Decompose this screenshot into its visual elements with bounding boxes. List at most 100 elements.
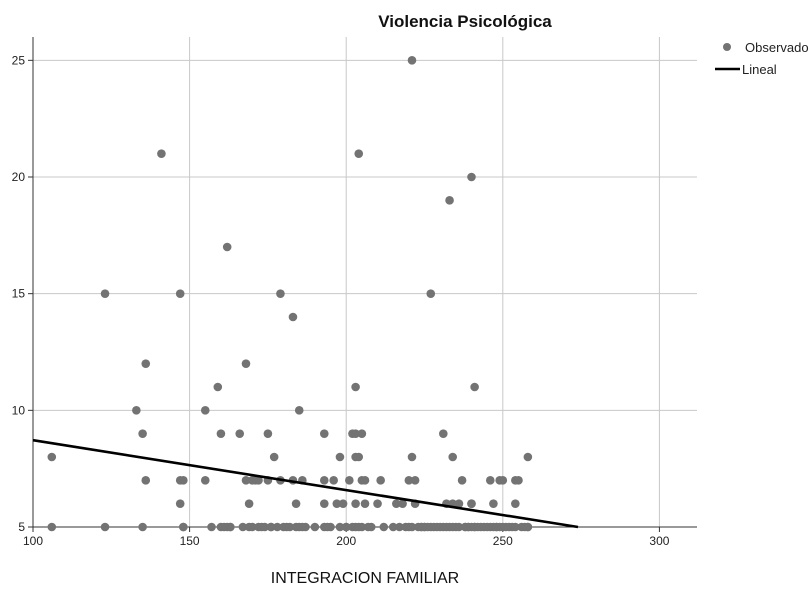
data-point bbox=[338, 499, 348, 508]
data-point bbox=[398, 499, 407, 508]
data-point bbox=[301, 522, 310, 532]
data-point bbox=[179, 476, 188, 485]
x-tick-label: 250 bbox=[493, 534, 513, 548]
data-point bbox=[266, 522, 276, 532]
data-point bbox=[200, 476, 210, 485]
data-point bbox=[388, 522, 398, 532]
data-point bbox=[345, 476, 354, 485]
data-point bbox=[247, 522, 257, 532]
data-point bbox=[514, 476, 523, 485]
data-point bbox=[523, 522, 533, 532]
data-point bbox=[138, 522, 147, 532]
data-point bbox=[291, 499, 301, 508]
data-point bbox=[216, 429, 226, 438]
data-point bbox=[360, 499, 370, 508]
data-point bbox=[410, 476, 420, 485]
data-point bbox=[179, 522, 188, 532]
data-point bbox=[285, 522, 295, 532]
data-point bbox=[511, 499, 520, 508]
data-point bbox=[373, 499, 382, 508]
y-tick-label: 25 bbox=[12, 53, 26, 67]
data-point bbox=[407, 522, 417, 532]
data-point bbox=[175, 289, 185, 298]
data-point bbox=[200, 406, 210, 415]
data-point bbox=[351, 429, 360, 438]
data-point bbox=[157, 149, 166, 158]
data-point bbox=[238, 522, 248, 532]
y-tick-label: 5 bbox=[18, 520, 25, 534]
data-point bbox=[445, 196, 454, 205]
legend: Observado Lineal bbox=[715, 40, 809, 77]
data-point bbox=[351, 499, 360, 508]
data-point bbox=[213, 382, 223, 392]
data-point bbox=[100, 289, 110, 298]
y-tick-label: 20 bbox=[12, 170, 26, 184]
legend-label-observado: Observado bbox=[745, 40, 809, 55]
data-point bbox=[241, 359, 251, 368]
data-point bbox=[288, 312, 298, 322]
data-point bbox=[175, 499, 185, 508]
data-point bbox=[260, 522, 270, 532]
observed-points bbox=[47, 56, 533, 532]
data-point bbox=[319, 476, 329, 485]
data-point bbox=[138, 429, 147, 438]
data-point bbox=[47, 522, 57, 532]
legend-marker-observado bbox=[723, 43, 731, 51]
data-point bbox=[379, 522, 389, 532]
chart-title: Violencia Psicológica bbox=[378, 12, 552, 31]
data-point bbox=[141, 476, 151, 485]
data-point bbox=[276, 289, 285, 298]
data-point bbox=[485, 476, 495, 485]
data-point bbox=[332, 499, 342, 508]
data-point bbox=[457, 476, 467, 485]
data-point bbox=[132, 406, 141, 415]
data-point bbox=[395, 522, 404, 532]
x-tick-label: 150 bbox=[180, 534, 200, 548]
data-point bbox=[376, 476, 385, 485]
data-point bbox=[392, 499, 401, 508]
fit-line bbox=[32, 438, 579, 529]
y-tick-labels: 5 10 15 20 25 bbox=[12, 53, 26, 534]
data-point bbox=[357, 522, 367, 532]
data-point bbox=[326, 522, 335, 532]
x-tick-label: 300 bbox=[649, 534, 669, 548]
data-point bbox=[426, 289, 436, 298]
data-point bbox=[141, 359, 151, 368]
data-point bbox=[226, 522, 235, 532]
data-point bbox=[407, 452, 417, 462]
x-tick-label: 200 bbox=[336, 534, 356, 548]
data-point bbox=[448, 452, 457, 462]
data-point bbox=[335, 452, 345, 462]
x-tick-label: 100 bbox=[23, 534, 43, 548]
data-point bbox=[467, 499, 476, 508]
data-point bbox=[235, 429, 245, 438]
data-point bbox=[366, 522, 376, 532]
data-point bbox=[263, 429, 273, 438]
data-point bbox=[357, 429, 367, 438]
data-point bbox=[407, 56, 417, 65]
data-point bbox=[341, 522, 351, 532]
data-point bbox=[100, 522, 110, 532]
data-point bbox=[269, 452, 279, 462]
x-tick-labels: 100 150 200 250 300 bbox=[23, 534, 670, 548]
data-point bbox=[207, 522, 216, 532]
data-point bbox=[273, 522, 282, 532]
fit-line-layer bbox=[32, 438, 579, 529]
data-point bbox=[319, 429, 329, 438]
data-point bbox=[329, 476, 338, 485]
data-point bbox=[354, 452, 364, 462]
data-point bbox=[439, 429, 448, 438]
data-point bbox=[404, 476, 414, 485]
data-point bbox=[254, 476, 263, 485]
data-point bbox=[351, 382, 360, 392]
data-point bbox=[454, 499, 464, 508]
data-point bbox=[454, 522, 464, 532]
data-point bbox=[241, 476, 251, 485]
data-point bbox=[47, 452, 57, 462]
data-point bbox=[467, 172, 476, 182]
data-point bbox=[244, 499, 254, 508]
data-point bbox=[360, 476, 370, 485]
data-point bbox=[511, 522, 520, 532]
data-point bbox=[489, 499, 498, 508]
